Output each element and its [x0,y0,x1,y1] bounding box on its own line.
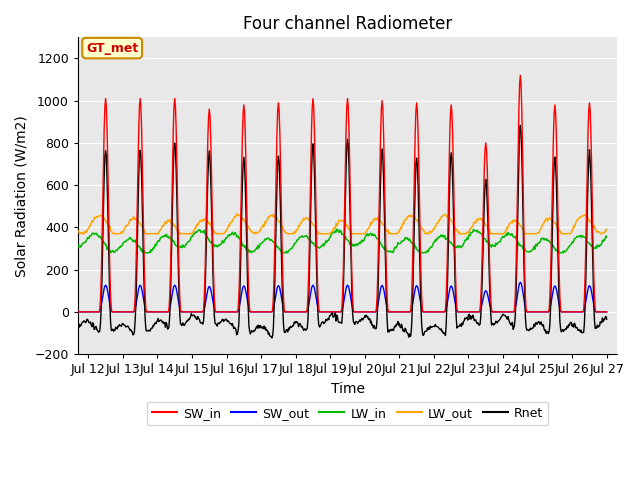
SW_out [447,283,455,289]
LW_out [449,220,456,226]
SW_out [172,283,179,289]
SW_in [517,81,525,87]
LW_out [518,225,525,231]
LW_out [50,226,58,232]
Line: Rnet: Rnet [54,126,607,338]
Y-axis label: Solar Radiation (W/m2): Solar Radiation (W/m2) [15,115,29,276]
Rnet [603,316,611,322]
LW_out [501,229,509,235]
Line: SW_out: SW_out [54,282,607,312]
SW_out [500,309,508,315]
Legend: SW_in, SW_out, LW_in, LW_out, Rnet: SW_in, SW_out, LW_in, LW_out, Rnet [147,402,548,424]
LW_in [501,233,509,239]
Rnet [448,157,456,163]
Text: GT_met: GT_met [86,42,138,55]
SW_out [125,309,133,315]
Rnet [500,312,508,318]
Line: LW_out: LW_out [54,214,607,234]
Line: LW_in: LW_in [54,229,607,253]
SW_in [447,102,455,108]
Title: Four channel Radiometer: Four channel Radiometer [243,15,452,33]
LW_in [172,243,180,249]
LW_in [518,243,525,249]
LW_out [59,215,67,221]
Rnet [50,317,58,323]
Rnet [172,146,179,152]
SW_out [603,309,611,315]
LW_out [603,227,611,232]
LW_in [59,228,67,234]
LW_in [50,233,58,239]
Rnet [268,335,276,341]
LW_out [233,211,241,217]
LW_out [126,216,134,222]
SW_out [59,309,67,315]
SW_in [500,309,508,315]
SW_in [59,309,67,315]
SW_in [603,309,611,315]
SW_in [516,72,524,78]
Rnet [516,123,524,129]
SW_in [50,309,58,315]
LW_in [125,236,133,241]
SW_in [125,309,133,315]
LW_out [172,226,180,231]
SW_in [172,104,179,109]
SW_out [50,309,58,315]
LW_in [603,234,611,240]
Line: SW_in: SW_in [54,75,607,312]
LW_out [77,231,85,237]
Rnet [59,322,67,328]
LW_in [333,227,340,232]
LW_in [449,242,456,248]
X-axis label: Time: Time [330,382,365,396]
Rnet [518,151,525,156]
SW_out [516,279,524,285]
LW_in [141,250,148,256]
Rnet [125,325,133,331]
SW_out [517,280,525,286]
